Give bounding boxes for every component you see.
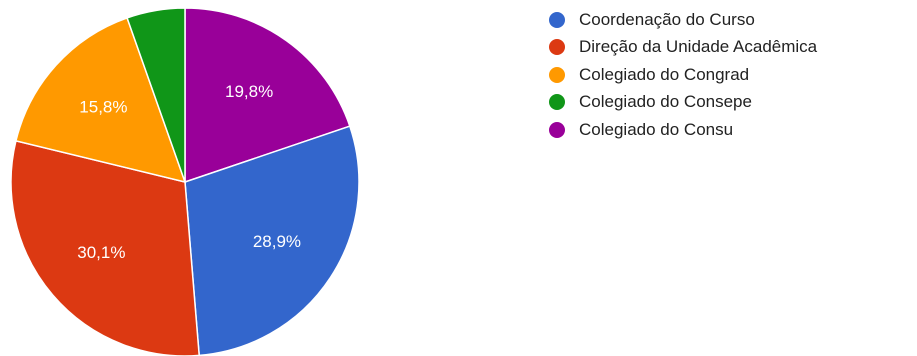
pie-labels: 19,8% 28,9% 30,1% 15,8% (77, 82, 301, 262)
chart-legend: Coordenação do Curso Direção da Unidade A… (549, 6, 817, 144)
pie-slice-colegiado-do-consu (184, 7, 351, 184)
pie-slice-coordenacao-do-curso (184, 125, 360, 356)
pie-slices (10, 7, 360, 356)
slice-label-direcao-da-unidade-academica: 30,1% (77, 243, 125, 262)
legend-swatch (549, 39, 565, 56)
legend-swatch (549, 121, 565, 138)
legend-label: Colegiado do Congrad (579, 64, 750, 84)
legend-item-colegiado-do-consu: Colegiado do Consu (549, 116, 817, 144)
legend-swatch (549, 11, 565, 28)
legend-label: Coordenação do Curso (579, 9, 755, 29)
legend-item-colegiado-do-congrad: Colegiado do Congrad (549, 61, 817, 89)
legend-swatch (549, 66, 565, 83)
slice-label-coordenacao-do-curso: 28,9% (253, 232, 301, 251)
slice-label-colegiado-do-consu: 19,8% (225, 82, 273, 101)
pie-slice-colegiado-do-consepe (126, 7, 186, 183)
legend-item-coordenacao-do-curso: Coordenação do Curso (549, 6, 817, 34)
legend-item-direcao-da-unidade-academica: Direção da Unidade Acadêmica (549, 34, 817, 62)
legend-label: Colegiado do Consu (579, 119, 734, 139)
legend-label: Direção da Unidade Acadêmica (579, 37, 818, 57)
legend-swatch (549, 94, 565, 111)
legend-label: Colegiado do Consepe (579, 92, 752, 112)
slice-label-colegiado-do-congrad: 15,8% (79, 98, 127, 117)
pie-slice-direcao-da-unidade-academica (10, 139, 200, 356)
legend-item-colegiado-do-consepe: Colegiado do Consepe (549, 89, 817, 117)
pie-slice-colegiado-do-congrad (15, 16, 187, 184)
